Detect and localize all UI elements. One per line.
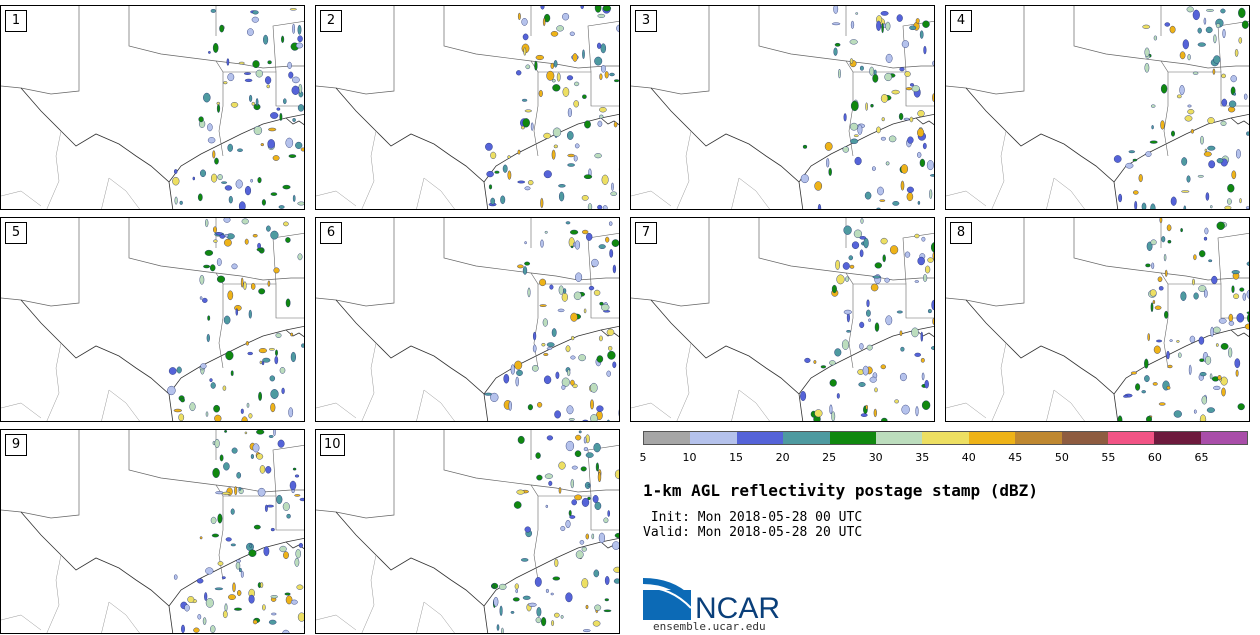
colorbar-bin <box>690 432 737 444</box>
member-number: 9 <box>5 434 27 456</box>
colorbar-bin <box>875 432 923 444</box>
colorbar-tick-label: 60 <box>1147 451 1162 464</box>
colorbar-tick-label: 45 <box>1008 451 1023 464</box>
colorbar-bin <box>783 432 830 444</box>
ensemble-member-panel: 3 <box>630 5 935 210</box>
colorbar-bin <box>1200 432 1248 444</box>
colorbar-bin <box>922 432 969 444</box>
member-number: 4 <box>950 10 972 32</box>
member-number: 1 <box>5 10 27 32</box>
member-number: 5 <box>5 222 27 244</box>
colorbar-tick-label: 65 <box>1194 451 1209 464</box>
colorbar-tick-label: 10 <box>682 451 697 464</box>
chart-title: 1-km AGL reflectivity postage stamp (dBZ… <box>643 481 1038 500</box>
colorbar-bin <box>968 432 1016 444</box>
ensemble-member-panel: 7 <box>630 217 935 422</box>
ensemble-member-panel: 2 <box>315 5 620 210</box>
colorbar-tick-label: 15 <box>729 451 744 464</box>
site-url: ensemble.ucar.edu <box>653 620 766 633</box>
colorbar-tick-label: 55 <box>1101 451 1116 464</box>
ensemble-member-panel: 1 <box>0 5 305 210</box>
ensemble-member-panel: 6 <box>315 217 620 422</box>
member-number: 3 <box>635 10 657 32</box>
ensemble-member-panel: 5 <box>0 217 305 422</box>
colorbar-tick-label: 20 <box>775 451 790 464</box>
member-number: 8 <box>950 222 972 244</box>
member-number: 10 <box>320 434 345 456</box>
ensemble-member-panel: 10 <box>315 429 620 634</box>
logo-text: NCAR <box>695 592 780 622</box>
ensemble-member-panel: 9 <box>0 429 305 634</box>
colorbar-tick-label: 25 <box>822 451 837 464</box>
colorbar-bin <box>644 432 691 444</box>
colorbar-bin <box>1061 432 1108 444</box>
colorbar-bin <box>1154 432 1201 444</box>
colorbar-ticks: 5 10 15 20 25 30 35 40 45 50 55 60 65 <box>639 451 1248 465</box>
colorbar-tick-label: 5 <box>639 451 647 464</box>
member-number: 6 <box>320 222 342 244</box>
colorbar-tick-label: 35 <box>915 451 930 464</box>
colorbar-bin <box>736 432 784 444</box>
colorbar-tick-label: 30 <box>868 451 883 464</box>
colorbar-bin <box>829 432 876 444</box>
ensemble-member-panel: 8 <box>945 217 1250 422</box>
member-number: 7 <box>635 222 657 244</box>
init-time: Init: Mon 2018-05-28 00 UTC <box>643 510 863 525</box>
member-number: 2 <box>320 10 342 32</box>
ensemble-member-panel: 4 <box>945 5 1250 210</box>
colorbar-tick-label: 50 <box>1054 451 1069 464</box>
valid-time: Valid: Mon 2018-05-28 20 UTC <box>643 525 863 540</box>
colorbar-bin <box>1107 432 1155 444</box>
ncar-logo: NCAR <box>642 578 793 625</box>
colorbar-tick-label: 40 <box>961 451 976 464</box>
reflectivity-colorbar <box>643 431 1248 445</box>
colorbar-bin <box>1015 432 1062 444</box>
